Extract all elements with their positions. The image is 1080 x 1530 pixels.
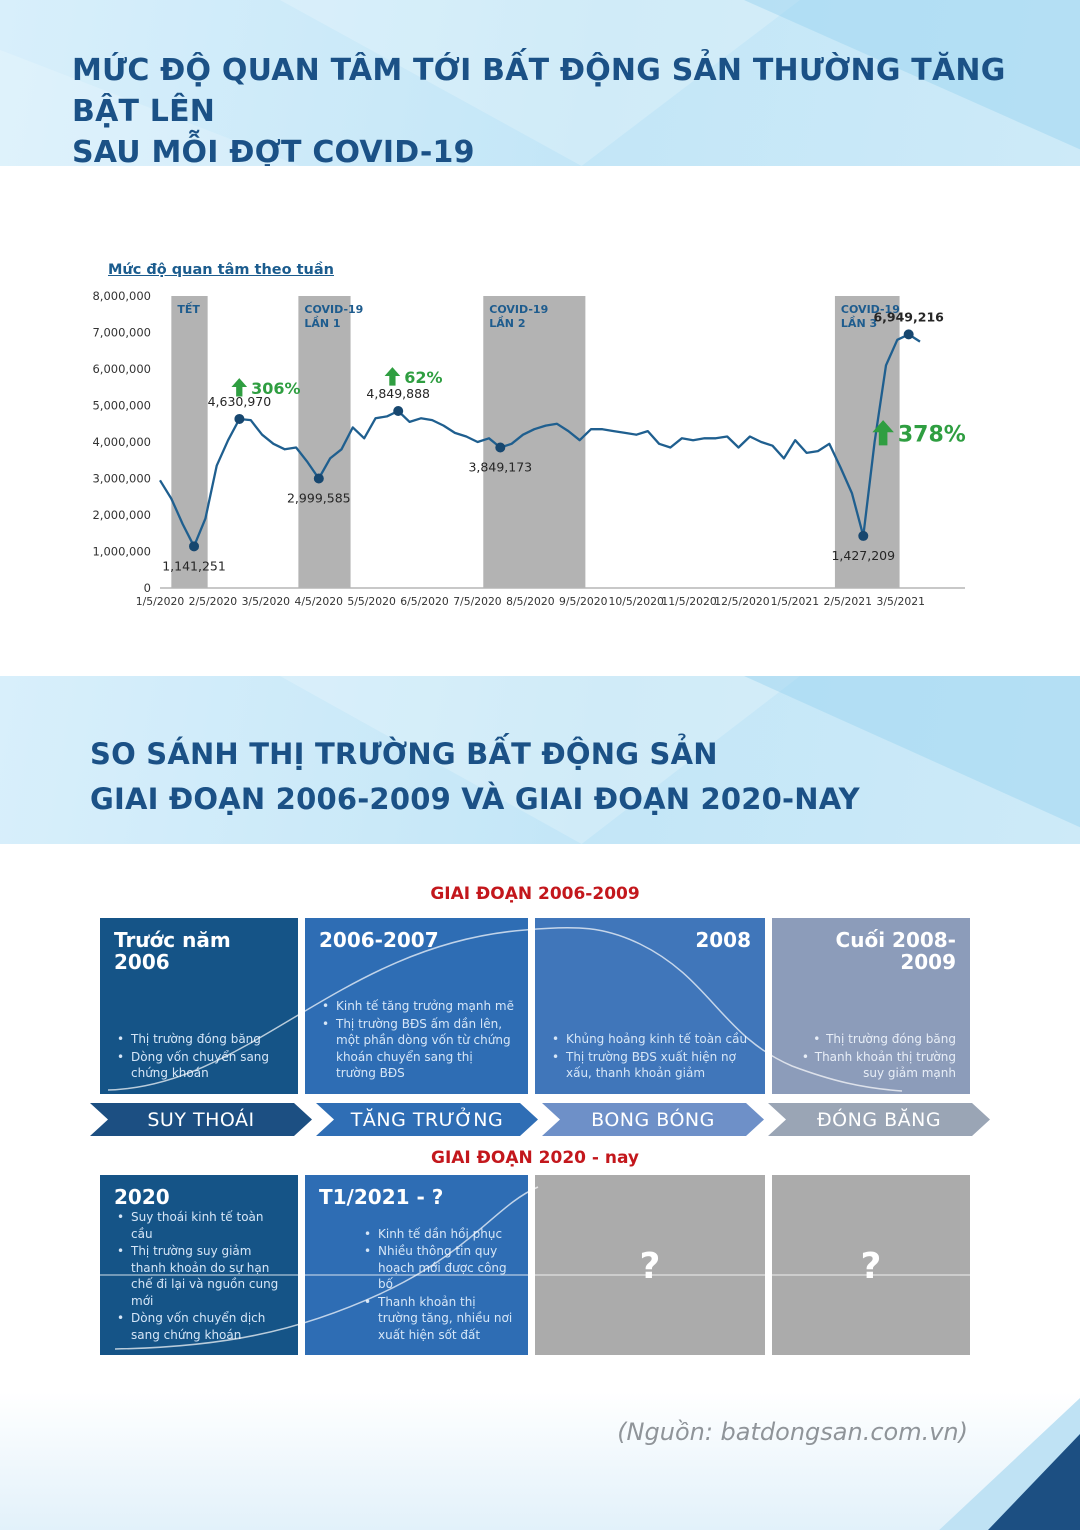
column-bullets: Thị trường đóng băng Thanh khoản thị trư… (786, 1030, 956, 1083)
period2-col-unknown-1: ? (535, 1175, 765, 1356)
stage-recession: SUY THOÁI (90, 1103, 312, 1136)
svg-text:5,000,000: 5,000,000 (92, 399, 151, 413)
chart-title: Mức độ quan tâm theo tuần (108, 262, 334, 278)
svg-text:10/5/2020: 10/5/2020 (608, 595, 663, 608)
svg-text:1,000,000: 1,000,000 (92, 545, 151, 559)
column-title: T1/2021 - ? (319, 1185, 444, 1209)
svg-text:12/5/2020: 12/5/2020 (714, 595, 769, 608)
period2-col-t1-2021: T1/2021 - ? Kinh tế dần hồi phục Nhiều t… (305, 1175, 528, 1356)
bottom-decoration (0, 1392, 1080, 1530)
svg-text:3/5/2021: 3/5/2021 (876, 595, 925, 608)
svg-text:4,849,888: 4,849,888 (366, 386, 430, 401)
column-bullets: Kinh tế tăng trưởng mạnh mẽ Thị trường B… (319, 997, 514, 1083)
bullet: Thanh khoản thị trường suy giảm mạnh (786, 1049, 956, 1082)
period1-col-late-2008-2009: Cuối 2008-2009 Thị trường đóng băng Than… (772, 918, 970, 1094)
period2-grid: 2020 Suy thoái kinh tế toàn cầu Thị trườ… (100, 1175, 970, 1356)
svg-text:11/5/2020: 11/5/2020 (661, 595, 716, 608)
page-title: MỨC ĐỘ QUAN TÂM TỚI BẤT ĐỘNG SẢN THƯỜNG … (72, 50, 1080, 166)
svg-text:LẦN 1: LẦN 1 (304, 316, 340, 330)
page-title-line1: MỨC ĐỘ QUAN TÂM TỚI BẤT ĐỘNG SẢN THƯỜNG … (72, 53, 1006, 129)
svg-text:1/5/2021: 1/5/2021 (771, 595, 820, 608)
period2-header: GIAI ĐOẠN 2020 - nay (430, 1148, 640, 1168)
svg-text:6,000,000: 6,000,000 (92, 362, 151, 376)
stage-growth: TĂNG TRƯỞNG (316, 1103, 538, 1136)
svg-text:7,000,000: 7,000,000 (92, 326, 151, 340)
svg-text:4,630,970: 4,630,970 (208, 394, 272, 409)
section2-title-line2: GIAI ĐOẠN 2006-2009 VÀ GIAI ĐOẠN 2020-NA… (90, 782, 860, 816)
bullet: Thị trường BĐS xuất hiện nợ xấu, thanh k… (549, 1049, 751, 1082)
period2-col-2020: 2020 Suy thoái kinh tế toàn cầu Thị trườ… (100, 1175, 298, 1356)
source-credit: (Nguồn: batdongsan.com.vn) (617, 1418, 968, 1446)
svg-text:9/5/2020: 9/5/2020 (559, 595, 608, 608)
column-title: Cuối 2008-2009 (835, 928, 956, 974)
column-title: 2020 (114, 1185, 170, 1209)
svg-text:6,949,216: 6,949,216 (873, 309, 944, 324)
svg-text:62%: 62% (404, 368, 442, 387)
stage-freeze: ĐÓNG BĂNG (768, 1103, 990, 1136)
svg-text:8/5/2020: 8/5/2020 (506, 595, 555, 608)
svg-text:COVID-19: COVID-19 (841, 303, 900, 316)
section2-title: SO SÁNH THỊ TRƯỜNG BẤT ĐỘNG SẢN GIAI ĐOẠ… (90, 732, 860, 822)
column-bullets: Thị trường đóng băng Dòng vốn chuyển san… (114, 1030, 284, 1083)
bullet: Thị trường suy giảm thanh khoản do sự hạ… (114, 1243, 284, 1309)
market-stage-arrows: SUY THOÁI TĂNG TRƯỞNG BONG BÓNG ĐÓNG BĂN… (90, 1103, 990, 1136)
column-bullets: Khủng hoảng kinh tế toàn cầu Thị trường … (549, 1030, 751, 1083)
svg-text:COVID-19: COVID-19 (304, 303, 363, 316)
svg-text:2,000,000: 2,000,000 (92, 508, 151, 522)
svg-text:8,000,000: 8,000,000 (92, 289, 151, 303)
svg-text:1,141,251: 1,141,251 (162, 558, 226, 573)
svg-text:306%: 306% (251, 379, 300, 398)
bullet: Nhiều thông tin quy hoạch mới được công … (361, 1243, 514, 1293)
bullet: Thị trường đóng băng (786, 1031, 956, 1048)
period1-col-before-2006: Trước năm 2006 Thị trường đóng băng Dòng… (100, 918, 298, 1094)
period1-col-2008: 2008 Khủng hoảng kinh tế toàn cầu Thị tr… (535, 918, 765, 1094)
period2-col-unknown-2: ? (772, 1175, 970, 1356)
section2-title-line1: SO SÁNH THỊ TRƯỜNG BẤT ĐỘNG SẢN (90, 737, 718, 771)
page-title-line2: SAU MỖI ĐỢT COVID-19 (72, 135, 475, 166)
svg-text:0: 0 (144, 581, 151, 595)
svg-text:2,999,585: 2,999,585 (287, 491, 351, 506)
svg-text:6/5/2020: 6/5/2020 (400, 595, 449, 608)
bullet: Dòng vốn chuyển sang chứng khoán (114, 1049, 284, 1082)
svg-text:3/5/2020: 3/5/2020 (242, 595, 291, 608)
column-title: Trước năm 2006 (114, 928, 231, 974)
period1-col-2006-2007: 2006-2007 Kinh tế tăng trưởng mạnh mẽ Th… (305, 918, 528, 1094)
column-bullets: Kinh tế dần hồi phục Nhiều thông tin quy… (361, 1225, 514, 1345)
svg-text:7/5/2020: 7/5/2020 (453, 595, 502, 608)
bullet: Thị trường đóng băng (114, 1031, 284, 1048)
svg-text:378%: 378% (898, 423, 966, 448)
column-title: 2008 (695, 928, 751, 952)
stage-bubble: BONG BÓNG (542, 1103, 764, 1136)
svg-text:2/5/2020: 2/5/2020 (189, 595, 238, 608)
bullet: Suy thoái kinh tế toàn cầu (114, 1209, 284, 1242)
question-mark: ? (860, 1245, 882, 1287)
question-mark: ? (639, 1245, 661, 1287)
column-bullets: Suy thoái kinh tế toàn cầu Thị trường su… (114, 1208, 284, 1344)
bullet: Khủng hoảng kinh tế toàn cầu (549, 1031, 751, 1048)
svg-text:3,000,000: 3,000,000 (92, 472, 151, 486)
bullet: Kinh tế tăng trưởng mạnh mẽ (319, 998, 514, 1015)
svg-text:4,000,000: 4,000,000 (92, 435, 151, 449)
svg-text:1/5/2020: 1/5/2020 (136, 595, 185, 608)
bullet: Thanh khoản thị trường tăng, nhiều nơi x… (361, 1294, 514, 1344)
period1-grid: Trước năm 2006 Thị trường đóng băng Dòng… (100, 918, 970, 1094)
svg-text:COVID-19: COVID-19 (489, 303, 548, 316)
top-banner: MỨC ĐỘ QUAN TÂM TỚI BẤT ĐỘNG SẢN THƯỜNG … (0, 0, 1080, 166)
bullet: Thị trường BĐS ấm dần lên, một phần dòng… (319, 1016, 514, 1082)
svg-text:5/5/2020: 5/5/2020 (347, 595, 396, 608)
bullet: Dòng vốn chuyển dịch sang chứng khoán (114, 1310, 284, 1343)
bullet: Kinh tế dần hồi phục (361, 1226, 514, 1243)
section2-banner: SO SÁNH THỊ TRƯỜNG BẤT ĐỘNG SẢN GIAI ĐOẠ… (0, 676, 1080, 844)
svg-text:1,427,209: 1,427,209 (831, 548, 895, 563)
svg-text:2/5/2021: 2/5/2021 (824, 595, 873, 608)
svg-text:LẦN 2: LẦN 2 (489, 316, 525, 330)
svg-text:4/5/2020: 4/5/2020 (294, 595, 343, 608)
svg-text:LẦN 3: LẦN 3 (841, 316, 877, 330)
period1-header: GIAI ĐOẠN 2006-2009 (430, 884, 640, 904)
column-title: 2006-2007 (319, 928, 439, 952)
svg-text:TẾT: TẾT (177, 301, 200, 316)
svg-text:3,849,173: 3,849,173 (468, 460, 532, 475)
